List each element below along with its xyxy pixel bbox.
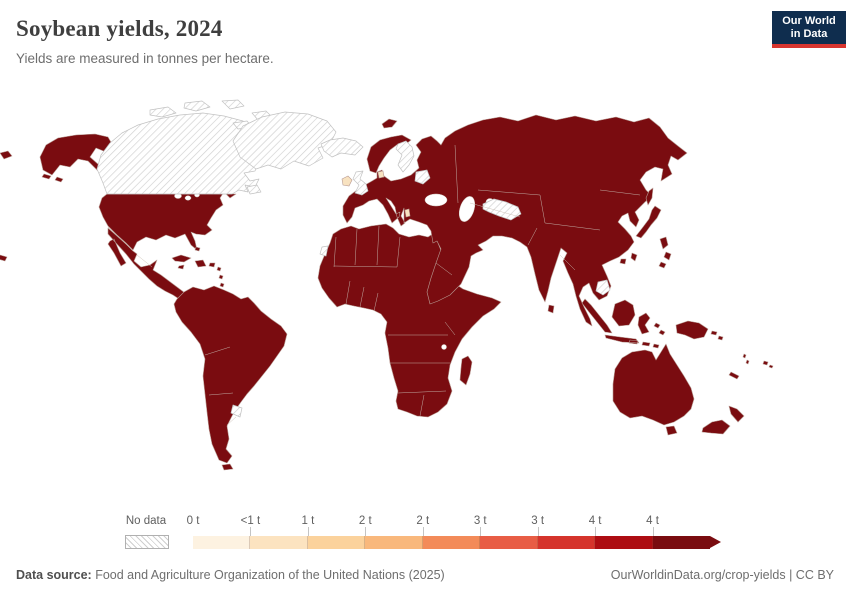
region-eurasia[interactable]	[342, 114, 688, 327]
legend-bucket[interactable]	[307, 536, 366, 549]
region-belarus[interactable]	[414, 169, 431, 185]
legend-bucket-label: <1 t	[240, 515, 261, 527]
region-africa[interactable]	[317, 223, 502, 418]
region-left-edge-slivers[interactable]	[0, 150, 13, 262]
map-no-data-regions[interactable]	[96, 99, 611, 418]
no-data-swatch[interactable]	[125, 535, 169, 549]
page-subtitle: Yields are measured in tonnes per hectar…	[16, 51, 274, 66]
legend-tick	[652, 527, 654, 536]
data-source-label: Data source:	[16, 568, 92, 582]
legend-bucket[interactable]	[537, 536, 596, 549]
legend-bucket[interactable]	[193, 536, 251, 549]
no-data-label: No data	[125, 515, 167, 527]
region-united-kingdom[interactable]	[352, 170, 369, 196]
legend-end-arrow	[710, 536, 721, 548]
data-source-text: Food and Agriculture Organization of the…	[91, 568, 445, 582]
attribution: OurWorldinData.org/crop-yields | CC BY	[610, 568, 834, 582]
legend-bucket[interactable]	[250, 536, 308, 549]
legend-bucket-label: 3 t	[473, 515, 487, 527]
region-uruguay[interactable]	[230, 404, 243, 418]
region-sakhalin[interactable]	[645, 187, 654, 206]
region-taiwan-hainan[interactable]	[619, 252, 638, 265]
map-legend: No data 0 t <1 t 1 t 2 t 2 t 3 t 3 t 4 t 4 t	[0, 512, 850, 556]
map-land-regions[interactable]	[0, 114, 774, 471]
lake-victoria	[441, 344, 447, 350]
data-source: Data source: Food and Agriculture Organi…	[16, 568, 445, 582]
region-greenland[interactable]	[232, 111, 337, 170]
footer: Data source: Food and Agriculture Organi…	[16, 568, 834, 582]
region-new-zealand[interactable]	[701, 405, 745, 435]
owid-logo-line1: Our World	[782, 14, 836, 27]
legend-tick	[250, 527, 252, 536]
legend-tick	[595, 527, 597, 536]
region-madagascar[interactable]	[459, 355, 473, 386]
caspian-sea	[458, 196, 476, 222]
owid-logo-red-strip	[772, 44, 846, 48]
legend-bucket[interactable]	[480, 536, 538, 549]
page-title: Soybean yields, 2024	[16, 16, 223, 41]
legend-bucket-label: 2 t	[358, 515, 372, 527]
country-borders	[107, 144, 641, 426]
region-western-sahara[interactable]	[319, 245, 329, 257]
region-ireland[interactable]	[341, 175, 353, 187]
legend-bucket[interactable]	[422, 536, 481, 549]
legend-bucket-label: 4 t	[646, 515, 659, 527]
legend-tick	[422, 527, 424, 536]
region-usa[interactable]	[98, 191, 237, 251]
region-sweden[interactable]	[395, 140, 415, 173]
region-philippines[interactable]	[658, 236, 672, 269]
region-indonesia[interactable]	[581, 298, 666, 349]
region-sri-lanka[interactable]	[547, 304, 555, 314]
region-tasmania[interactable]	[665, 425, 678, 436]
map-low-value-regions[interactable]	[341, 170, 411, 218]
region-australia[interactable]	[612, 343, 695, 426]
region-south-america[interactable]	[173, 285, 288, 471]
map-water-overlays	[174, 192, 495, 350]
legend-bucket[interactable]	[652, 536, 710, 549]
region-cambodia[interactable]	[595, 279, 611, 296]
region-albania[interactable]	[404, 208, 411, 218]
legend-bucket-label: 2 t	[416, 515, 430, 527]
legend-bucket-label: 3 t	[531, 515, 545, 527]
legend-bucket-label: 0 t	[186, 515, 200, 527]
owid-logo-line2: in Data	[790, 27, 828, 40]
legend-bucket[interactable]	[595, 536, 653, 549]
region-new-guinea[interactable]	[675, 320, 724, 341]
great-lake-2	[184, 195, 192, 201]
owid-logo-box: Our World in Data	[772, 11, 846, 44]
legend-bucket[interactable]	[365, 536, 423, 549]
world-map[interactable]	[0, 95, 850, 505]
region-pacific-islands[interactable]	[728, 353, 774, 380]
legend-bucket-label: 1 t	[301, 515, 315, 527]
region-denmark[interactable]	[377, 170, 385, 179]
region-japan[interactable]	[635, 205, 662, 239]
legend-tick	[365, 527, 367, 536]
region-caribbean[interactable]	[171, 246, 225, 288]
legend-bucket-label: 4 t	[588, 515, 602, 527]
region-iceland[interactable]	[320, 137, 364, 158]
legend-tick	[307, 527, 309, 536]
region-scandinavia[interactable]	[366, 134, 412, 174]
region-svalbard[interactable]	[381, 118, 398, 129]
black-sea	[424, 193, 448, 207]
owid-logo[interactable]: Our World in Data	[772, 11, 846, 48]
legend-tick	[480, 527, 482, 536]
legend-tick	[537, 527, 539, 536]
